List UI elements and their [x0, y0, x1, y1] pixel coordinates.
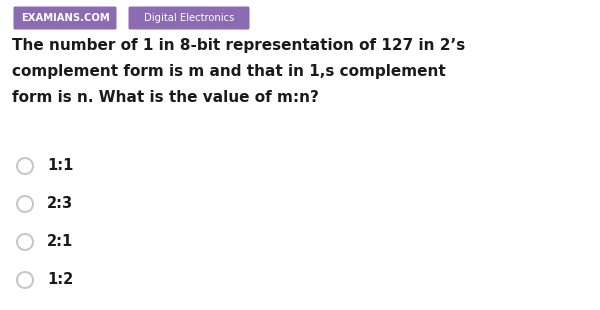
Text: 2:3: 2:3: [47, 197, 73, 211]
Text: 2:1: 2:1: [47, 234, 73, 250]
Text: 1:1: 1:1: [47, 158, 73, 174]
Circle shape: [17, 234, 33, 250]
Circle shape: [17, 272, 33, 288]
Text: The number of 1 in 8-bit representation of 127 in 2’s: The number of 1 in 8-bit representation …: [12, 38, 465, 53]
Text: form is n. What is the value of m:n?: form is n. What is the value of m:n?: [12, 90, 319, 105]
Text: EXAMIANS.COM: EXAMIANS.COM: [20, 13, 109, 23]
FancyBboxPatch shape: [128, 7, 250, 29]
Circle shape: [17, 158, 33, 174]
Text: Digital Electronics: Digital Electronics: [144, 13, 234, 23]
FancyBboxPatch shape: [14, 7, 116, 29]
Text: complement form is m and that in 1,s complement: complement form is m and that in 1,s com…: [12, 64, 446, 79]
Text: 1:2: 1:2: [47, 272, 73, 287]
Circle shape: [17, 196, 33, 212]
